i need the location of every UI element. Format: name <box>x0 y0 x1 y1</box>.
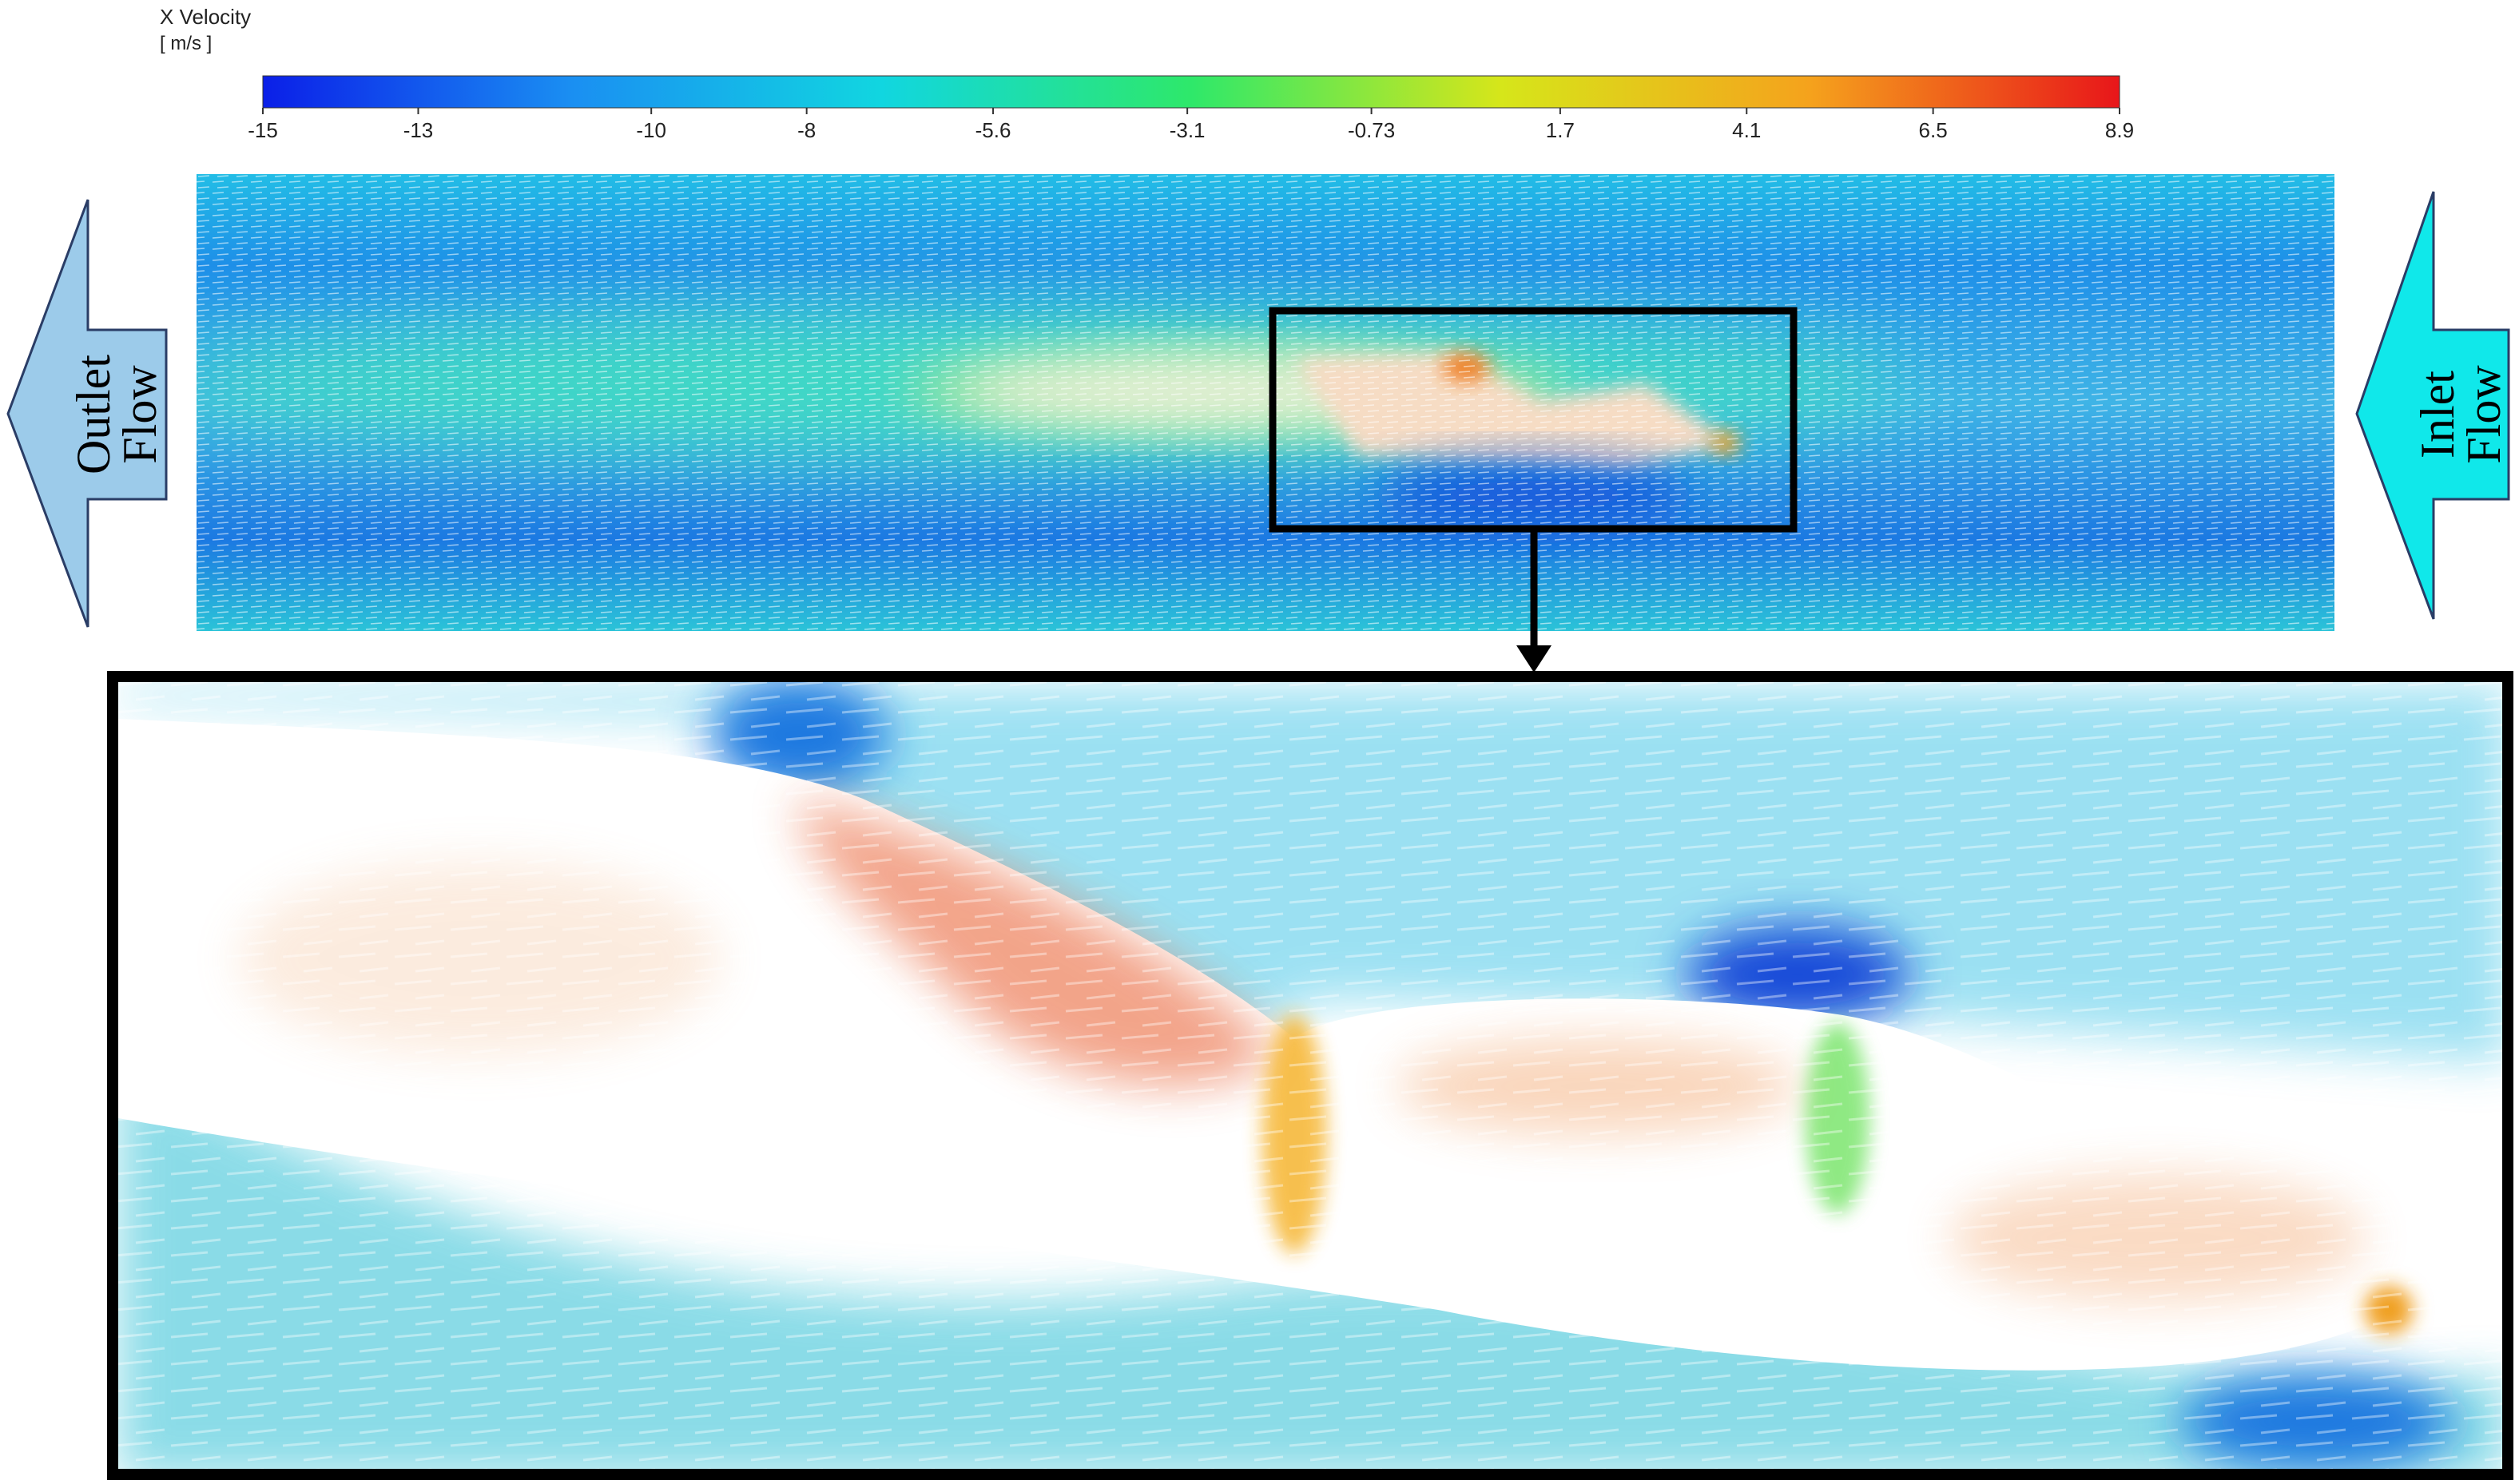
tick-label: -3.1 <box>1170 118 1206 142</box>
outlet-arrow <box>6 199 168 628</box>
tick-label: 1.7 <box>1546 118 1575 142</box>
tick-label: 4.1 <box>1732 118 1761 142</box>
annotation-line: Flow <box>113 365 166 464</box>
tick-label: -5.6 <box>975 118 1011 142</box>
colorbar <box>262 75 2120 109</box>
tick-label: -10 <box>636 118 666 142</box>
annotation-line: Outlet <box>67 355 120 474</box>
tick-label: -15 <box>248 118 278 142</box>
zoom-frame <box>107 671 2513 1480</box>
tick-label: 8.9 <box>2105 118 2134 142</box>
annotation-line: Inlet <box>2411 371 2464 458</box>
domain-field <box>197 174 2334 631</box>
annotation-line: Flow <box>2457 365 2510 464</box>
colorbar-ticks: -15 -13 -10 -8 -5.6 -3.1 -0.73 1.7 4.1 6.5 8.9 <box>248 108 2134 142</box>
inlet-label: Inlet Flow <box>2411 365 2510 464</box>
colorbar-unit: [ m/s ] <box>160 33 212 54</box>
colorbar-title: X Velocity <box>160 5 251 29</box>
tick-label: -0.73 <box>1348 118 1395 142</box>
outlet-label: Outlet Flow <box>67 355 166 474</box>
inlet-arrow <box>2355 191 2510 620</box>
tick-label: -13 <box>403 118 434 142</box>
connector-head <box>1516 645 1552 673</box>
tick-label: -8 <box>797 118 816 142</box>
tick-label: 6.5 <box>1919 118 1948 142</box>
zoom-field <box>118 682 2502 1469</box>
